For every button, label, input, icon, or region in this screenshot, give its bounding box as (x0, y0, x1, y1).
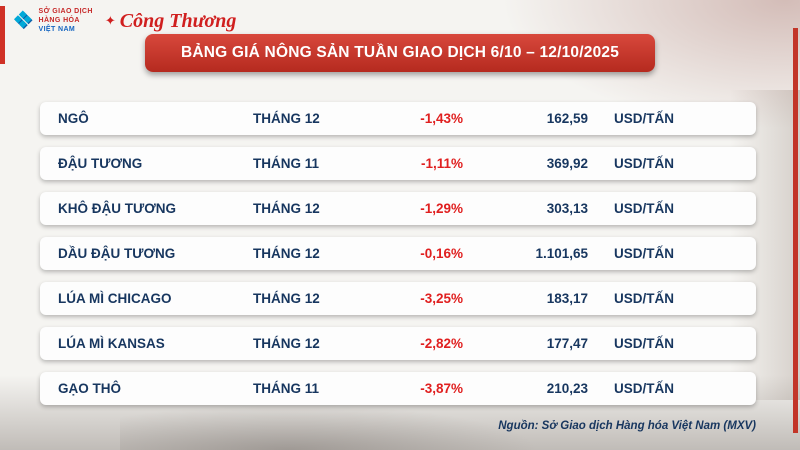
left-accent-bar (0, 6, 5, 64)
weekly-change: -0,16% (420, 246, 463, 261)
congthuong-emblem-icon: ✦ (104, 13, 116, 29)
commodity-name: LÚA MÌ KANSAS (58, 336, 165, 351)
price-value: 183,17 (546, 291, 588, 306)
price-value: 369,92 (546, 156, 588, 171)
mxv-logo-line1: SỞ GIAO DỊCH (38, 8, 93, 15)
price-table: NGÔ THÁNG 12 -1,43% 162,59 USD/TẤN ĐẬU T… (40, 102, 756, 405)
commodity-name: DẦU ĐẬU TƯƠNG (58, 246, 176, 261)
price-value: 1.101,65 (535, 246, 588, 261)
commodity-name: GẠO THÔ (58, 381, 121, 396)
price-value: 177,47 (546, 336, 588, 351)
price-unit: USD/TẤN (614, 381, 674, 396)
contract-month: THÁNG 12 (253, 336, 320, 351)
table-row: NGÔ THÁNG 12 -1,43% 162,59 USD/TẤN (40, 102, 756, 135)
price-value: 210,23 (546, 381, 588, 396)
weekly-change: -1,11% (420, 156, 463, 171)
contract-month: THÁNG 12 (253, 111, 320, 126)
price-unit: USD/TẤN (614, 291, 674, 306)
commodity-name: LÚA MÌ CHICAGO (58, 291, 172, 306)
commodity-name: ĐẬU TƯƠNG (58, 156, 143, 171)
price-unit: USD/TẤN (614, 111, 674, 126)
contract-month: THÁNG 11 (253, 381, 320, 396)
table-row: LÚA MÌ CHICAGO THÁNG 12 -3,25% 183,17 US… (40, 282, 756, 315)
source-credit: Nguồn: Sở Giao dịch Hàng hóa Việt Nam (M… (498, 420, 756, 432)
price-unit: USD/TẤN (614, 156, 674, 171)
right-accent-bar (793, 28, 798, 433)
price-unit: USD/TẤN (614, 246, 674, 261)
weekly-change: -3,87% (420, 381, 463, 396)
congthuong-logo-text: Công Thương (119, 9, 237, 32)
weekly-change: -2,82% (420, 336, 463, 351)
mxv-logo-line2: HÀNG HÓA (38, 16, 80, 24)
commodity-name: KHÔ ĐẬU TƯƠNG (58, 201, 176, 216)
weekly-change: -1,43% (420, 111, 463, 126)
mxv-logo-line3: VIỆT NAM (38, 25, 76, 33)
contract-month: THÁNG 12 (253, 291, 320, 306)
commodity-name: NGÔ (58, 111, 89, 126)
price-value: 303,13 (546, 201, 588, 216)
table-row: DẦU ĐẬU TƯƠNG THÁNG 12 -0,16% 1.101,65 U… (40, 237, 756, 270)
mxv-diamond-icon: ❖ (12, 7, 34, 35)
price-unit: USD/TẤN (614, 201, 674, 216)
contract-month: THÁNG 11 (253, 156, 320, 171)
logo-area: ❖ SỞ GIAO DỊCH HÀNG HÓA VIỆT NAM ✦ Công … (12, 8, 236, 34)
table-row: LÚA MÌ KANSAS THÁNG 12 -2,82% 177,47 USD… (40, 327, 756, 360)
table-row: KHÔ ĐẬU TƯƠNG THÁNG 12 -1,29% 303,13 USD… (40, 192, 756, 225)
price-value: 162,59 (546, 111, 588, 126)
weekly-change: -3,25% (420, 291, 463, 306)
table-row: ĐẬU TƯƠNG THÁNG 11 -1,11% 369,92 USD/TẤN (40, 147, 756, 180)
table-row: GẠO THÔ THÁNG 11 -3,87% 210,23 USD/TẤN (40, 372, 756, 405)
contract-month: THÁNG 12 (253, 246, 320, 261)
congthuong-logo: ✦ Công Thương (105, 10, 237, 33)
weekly-change: -1,29% (420, 201, 463, 216)
price-unit: USD/TẤN (614, 336, 674, 351)
contract-month: THÁNG 12 (253, 201, 320, 216)
page-title: BẢNG GIÁ NÔNG SẢN TUẦN GIAO DỊCH 6/10 – … (145, 34, 655, 72)
mxv-logo: ❖ SỞ GIAO DỊCH HÀNG HÓA VIỆT NAM (12, 8, 93, 34)
background-photo-blotch (120, 404, 540, 450)
mxv-logo-text: SỞ GIAO DỊCH HÀNG HÓA VIỆT NAM (39, 8, 93, 34)
